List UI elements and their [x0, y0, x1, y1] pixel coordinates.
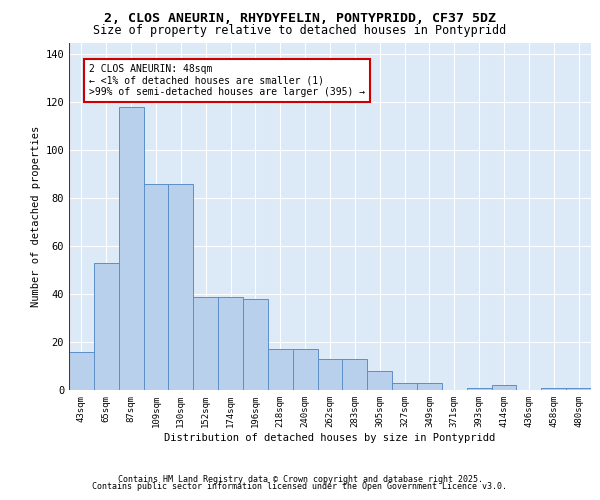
Bar [119, 107, 143, 390]
Bar [367, 371, 392, 390]
Text: 2 CLOS ANEURIN: 48sqm
← <1% of detached houses are smaller (1)
>99% of semi-deta: 2 CLOS ANEURIN: 48sqm ← <1% of detached … [89, 64, 365, 98]
Text: 2, CLOS ANEURIN, RHYDYFELIN, PONTYPRIDD, CF37 5DZ: 2, CLOS ANEURIN, RHYDYFELIN, PONTYPRIDD,… [104, 12, 496, 26]
Bar [169, 184, 193, 390]
Bar [566, 388, 591, 390]
Bar [218, 296, 243, 390]
Bar [317, 359, 343, 390]
Bar [293, 350, 317, 390]
Bar [417, 383, 442, 390]
Bar [491, 385, 517, 390]
Y-axis label: Number of detached properties: Number of detached properties [31, 126, 41, 307]
Bar [143, 184, 169, 390]
Bar [541, 388, 566, 390]
Text: Size of property relative to detached houses in Pontypridd: Size of property relative to detached ho… [94, 24, 506, 37]
Bar [467, 388, 491, 390]
Text: Contains public sector information licensed under the Open Government Licence v3: Contains public sector information licen… [92, 482, 508, 491]
X-axis label: Distribution of detached houses by size in Pontypridd: Distribution of detached houses by size … [164, 432, 496, 442]
Bar [268, 350, 293, 390]
Bar [193, 296, 218, 390]
Bar [392, 383, 417, 390]
Bar [343, 359, 367, 390]
Text: Contains HM Land Registry data © Crown copyright and database right 2025.: Contains HM Land Registry data © Crown c… [118, 475, 482, 484]
Bar [94, 263, 119, 390]
Bar [243, 299, 268, 390]
Bar [69, 352, 94, 390]
